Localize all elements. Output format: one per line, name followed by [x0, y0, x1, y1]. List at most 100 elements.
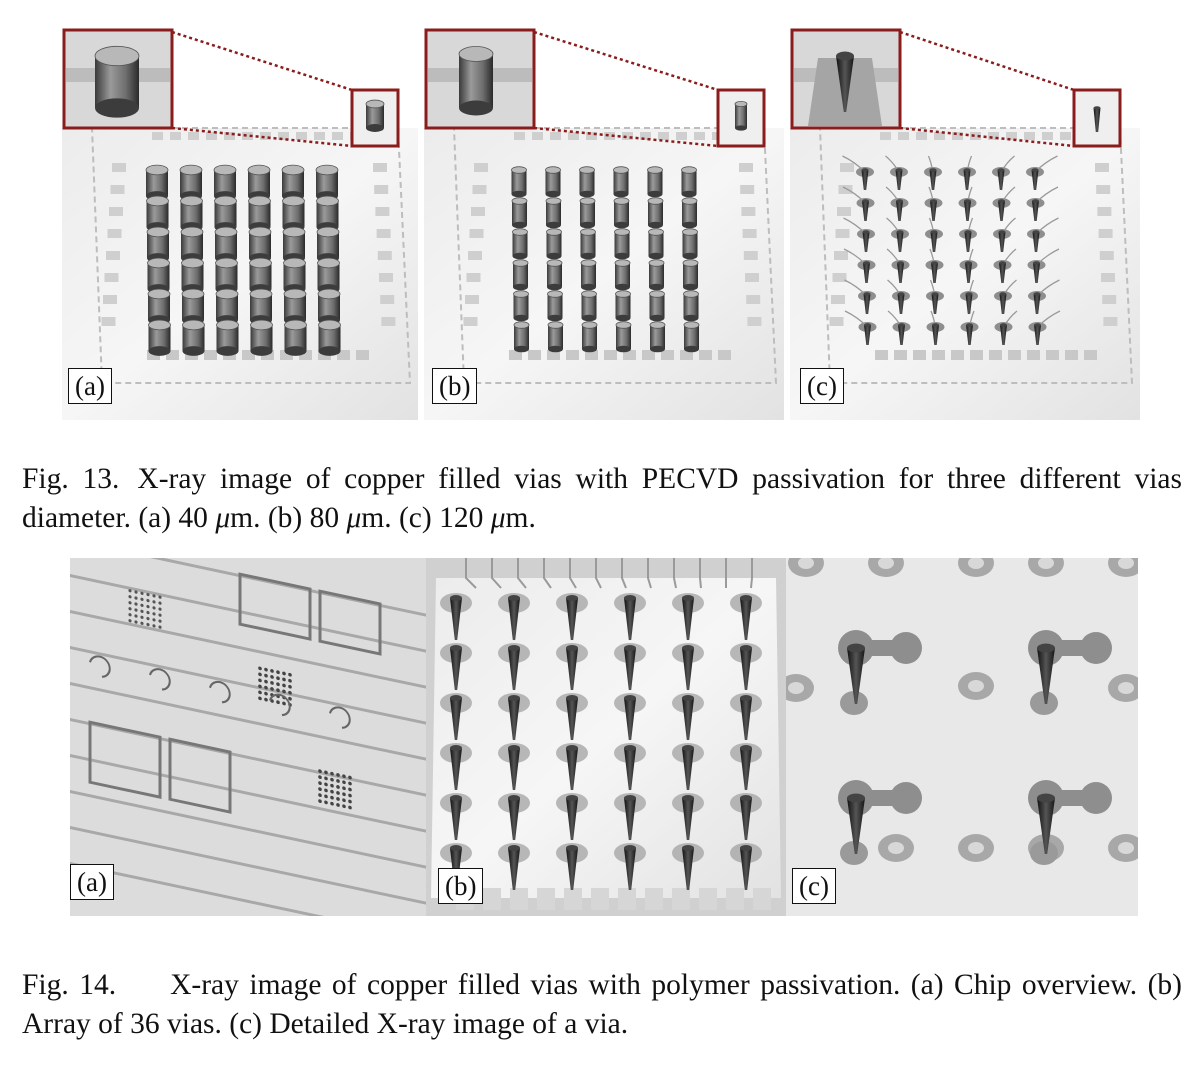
via-dot	[140, 591, 144, 595]
via-pad-center	[968, 558, 984, 569]
pad-landing	[1080, 782, 1112, 814]
bond-pad	[694, 132, 705, 140]
via	[508, 695, 520, 740]
via-dot	[264, 679, 268, 684]
test-structure	[318, 589, 382, 656]
via-dot	[336, 773, 340, 777]
bond-pad	[471, 207, 485, 216]
via	[315, 164, 339, 201]
via-dot	[330, 801, 334, 806]
via	[508, 595, 520, 640]
via-dot	[276, 670, 280, 675]
via-dot	[330, 795, 334, 800]
via	[215, 257, 238, 294]
bond-pad	[951, 350, 964, 360]
lead-trace	[465, 558, 477, 589]
via-dot	[330, 783, 334, 788]
lead-trace	[595, 558, 602, 589]
bottom-pad	[1030, 841, 1058, 865]
bond-pad	[699, 350, 712, 360]
via-dot	[336, 797, 340, 801]
figure-13-caption-text-2: m. (b) 80	[230, 502, 347, 534]
mu-symbol-3: μ	[490, 502, 506, 534]
via	[931, 261, 938, 283]
via	[248, 195, 271, 232]
bond-pad	[242, 132, 253, 140]
fig14-panel-c-via-detail	[786, 558, 1138, 916]
via	[895, 168, 903, 190]
bond-pad	[107, 229, 122, 238]
via-dot	[146, 604, 150, 609]
lead-trace	[491, 558, 502, 589]
via-array	[145, 164, 341, 356]
bond-pad	[661, 350, 674, 360]
bond-pad	[680, 350, 693, 360]
bond-pad	[204, 350, 217, 360]
bond-pad	[838, 185, 853, 194]
via-dot	[282, 683, 286, 688]
bottom-pad	[537, 888, 555, 910]
via	[861, 168, 869, 190]
bond-pad	[743, 251, 758, 260]
chip-layout	[70, 558, 426, 916]
via	[682, 845, 694, 890]
bond-pad	[1096, 185, 1111, 194]
via	[181, 257, 204, 294]
via-dot	[258, 672, 262, 677]
redistribution-trace	[856, 790, 901, 806]
via-dot	[146, 598, 150, 603]
bottom-pad	[591, 888, 609, 910]
via	[511, 197, 528, 229]
bond-pad	[260, 132, 271, 140]
via	[508, 745, 520, 790]
via-dot	[324, 800, 328, 805]
zoom-line-top	[899, 30, 1075, 92]
via	[965, 261, 972, 283]
via	[545, 166, 561, 198]
via-dot	[128, 589, 132, 593]
fig14-panel-a-image	[70, 558, 426, 916]
via	[566, 645, 578, 690]
detail-background	[786, 558, 1138, 916]
bond-pad	[547, 350, 560, 360]
via	[283, 257, 306, 294]
via	[614, 228, 630, 260]
bond-pad	[658, 132, 669, 140]
via	[318, 319, 341, 356]
bond-pad	[166, 350, 179, 360]
bond-pad	[280, 350, 293, 360]
bond-pad	[532, 132, 543, 140]
bond-pad	[840, 163, 854, 172]
via	[847, 643, 865, 704]
bond-pad	[332, 132, 343, 140]
bond-pad	[1065, 350, 1078, 360]
bond-pad	[623, 350, 636, 360]
bond-pad	[278, 132, 289, 140]
bottom-pad	[564, 888, 582, 910]
bond-pad	[514, 132, 525, 140]
via	[513, 321, 530, 353]
bond-pad	[296, 132, 307, 140]
bond-pad	[676, 132, 687, 140]
via	[545, 197, 562, 229]
via	[147, 257, 170, 294]
via	[281, 164, 305, 201]
fig13-panel-c-image	[790, 28, 1140, 420]
via	[1034, 323, 1041, 345]
bond-pad	[466, 273, 481, 282]
via-dot	[348, 775, 352, 780]
fig13-substrate	[62, 128, 418, 420]
via	[682, 645, 694, 690]
figure-14-image-row: (a) (b) (c)	[70, 558, 1138, 916]
via	[450, 695, 462, 740]
via	[1033, 292, 1041, 314]
bond-pad	[898, 132, 909, 140]
bond-pad	[373, 163, 387, 172]
via	[930, 230, 938, 252]
via-dot	[134, 614, 138, 618]
via	[566, 695, 578, 740]
via-dot	[264, 673, 268, 678]
via-pad-center	[888, 842, 904, 854]
via	[963, 168, 971, 190]
bus-line	[70, 645, 426, 725]
